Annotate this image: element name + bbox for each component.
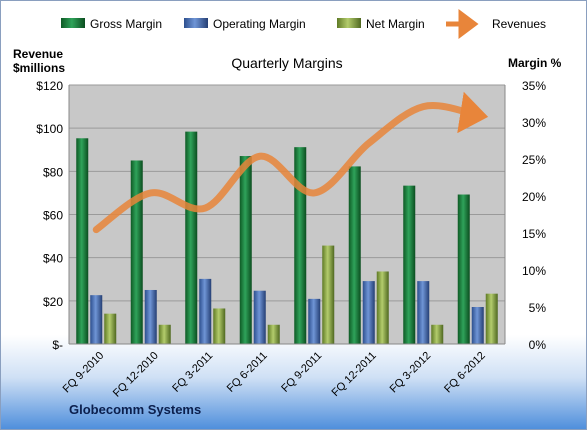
- legend-swatch-operating: [184, 18, 208, 28]
- gross-margin-bar: [457, 194, 470, 344]
- left-tick-label: $120: [36, 79, 63, 93]
- right-tick-label: 35%: [522, 79, 546, 93]
- right-tick-label: 25%: [522, 153, 546, 167]
- bars: [76, 131, 498, 344]
- legend-label-gross: Gross Margin: [90, 17, 162, 31]
- left-tick-label: $40: [43, 252, 63, 266]
- gross-margin-bar: [403, 185, 416, 344]
- axes: [68, 85, 506, 345]
- chart-title: Quarterly Margins: [231, 55, 342, 71]
- gross-margin-bar: [294, 147, 307, 344]
- operating-margin-bar: [308, 298, 321, 344]
- net-margin-bar: [213, 308, 226, 344]
- category-label: FQ 9-2011: [279, 350, 324, 395]
- legend-swatch-net: [337, 18, 361, 28]
- net-margin-bar: [376, 271, 389, 344]
- right-tick-label: 30%: [522, 116, 546, 130]
- category-label: FQ 9-2010: [61, 350, 107, 396]
- legend-label-net: Net Margin: [366, 17, 425, 31]
- category-label: FQ 3-2012: [388, 350, 434, 396]
- left-axis-title-line1: Revenue: [13, 47, 63, 61]
- legend-label-revenues: Revenues: [492, 17, 546, 31]
- legend-label-operating: Operating Margin: [213, 17, 306, 31]
- right-tick-label: 15%: [522, 227, 546, 241]
- left-tick-label: $20: [43, 295, 63, 309]
- net-margin-bar: [267, 324, 280, 344]
- category-label: FQ 12-2010: [111, 350, 161, 400]
- left-tick-label: $-: [52, 338, 63, 352]
- right-axis-title: Margin %: [508, 56, 562, 70]
- left-tick-label: $100: [36, 122, 63, 136]
- net-margin-bar: [104, 313, 117, 344]
- net-margin-bar: [431, 324, 444, 344]
- legend: Gross Margin Operating Margin Net Margin…: [61, 9, 546, 39]
- category-label: FQ 12-2011: [329, 350, 378, 399]
- gross-margin-bar: [76, 138, 89, 344]
- legend-swatch-gross: [61, 18, 85, 28]
- operating-margin-bar: [362, 281, 375, 344]
- net-margin-bar: [485, 293, 498, 344]
- gross-margin-bar: [348, 166, 361, 344]
- right-tick-label: 0%: [529, 338, 547, 352]
- category-label: FQ 3-2011: [170, 350, 215, 395]
- revenue-line-layer: [92, 91, 489, 234]
- right-tick-label: 20%: [522, 190, 546, 204]
- operating-margin-bar: [90, 295, 103, 344]
- operating-margin-bar: [144, 289, 157, 344]
- right-tick-label: 5%: [529, 301, 547, 315]
- operating-margin-bar: [253, 290, 266, 344]
- gross-margin-bar: [130, 160, 143, 344]
- company-name: Globecomm Systems: [69, 402, 202, 417]
- right-tick-label: 10%: [522, 264, 546, 278]
- gross-margin-bar: [185, 131, 198, 344]
- revenue-line: [92, 91, 489, 234]
- left-axis-title-line2: $millions: [13, 61, 65, 75]
- category-label: FQ 6-2012: [442, 350, 488, 396]
- gross-margin-bar: [239, 156, 252, 344]
- category-label: FQ 6-2011: [225, 350, 270, 395]
- left-tick-label: $80: [43, 165, 63, 179]
- operating-margin-bar: [199, 278, 212, 344]
- net-margin-bar: [322, 245, 335, 344]
- operating-margin-bar: [471, 307, 484, 344]
- left-tick-label: $60: [43, 209, 63, 223]
- net-margin-bar: [158, 324, 171, 344]
- operating-margin-bar: [417, 281, 430, 344]
